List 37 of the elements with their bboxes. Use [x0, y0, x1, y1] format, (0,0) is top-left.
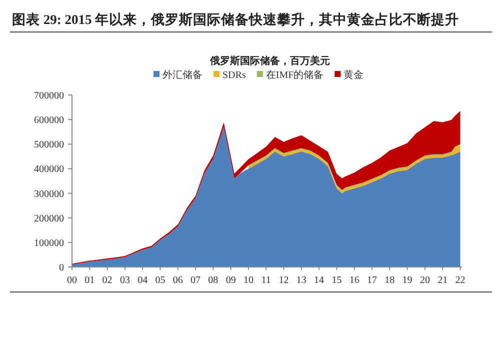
y-tick-label: 0	[59, 262, 64, 274]
y-tick-label: 600000	[34, 115, 64, 126]
x-tick-label: 07	[190, 275, 201, 286]
x-tick-label: 11	[261, 275, 271, 286]
x-tick-label: 18	[384, 275, 395, 286]
x-tick-label: 04	[138, 275, 148, 286]
x-tick-label: 19	[402, 275, 412, 286]
chart-subtitle: 俄罗斯国际储备，百万美元	[209, 55, 330, 67]
x-tick-label: 00	[67, 275, 77, 286]
x-tick-label: 15	[332, 275, 342, 286]
x-tick-label: 08	[208, 275, 218, 286]
x-tick-label: 13	[296, 275, 306, 286]
x-tick-label: 02	[102, 275, 112, 286]
y-tick-label: 200000	[34, 213, 64, 224]
y-tick-label: 400000	[34, 164, 64, 176]
x-tick-label: 20	[420, 275, 430, 286]
x-tick-label: 09	[226, 275, 236, 286]
legend-label: 黄金	[344, 69, 364, 81]
x-tick-label: 01	[84, 275, 95, 286]
legend-label: 在IMF的储备	[266, 69, 324, 81]
x-tick-label: 12	[278, 275, 289, 286]
x-tick-label: 10	[243, 275, 254, 286]
y-tick-label: 100000	[34, 238, 64, 249]
x-tick-label: 17	[367, 275, 377, 286]
chart-title: 图表 29: 2015 年以来，俄罗斯国际储备快速攀升，其中黄金占比不断提升	[12, 11, 460, 27]
legend-label: SDRs	[222, 70, 246, 81]
x-tick-label: 21	[438, 275, 448, 286]
y-tick-label: 700000	[34, 90, 64, 102]
x-tick-label: 14	[314, 275, 324, 286]
x-tick-label: 06	[172, 275, 183, 286]
y-tick-label: 300000	[34, 188, 64, 200]
x-tick-label: 22	[455, 275, 466, 286]
x-tick-label: 16	[349, 275, 360, 286]
x-tick-label: 03	[120, 275, 130, 286]
legend-label: 外汇储备	[162, 69, 202, 81]
y-tick-label: 500000	[34, 140, 64, 151]
x-tick-label: 05	[155, 275, 166, 286]
